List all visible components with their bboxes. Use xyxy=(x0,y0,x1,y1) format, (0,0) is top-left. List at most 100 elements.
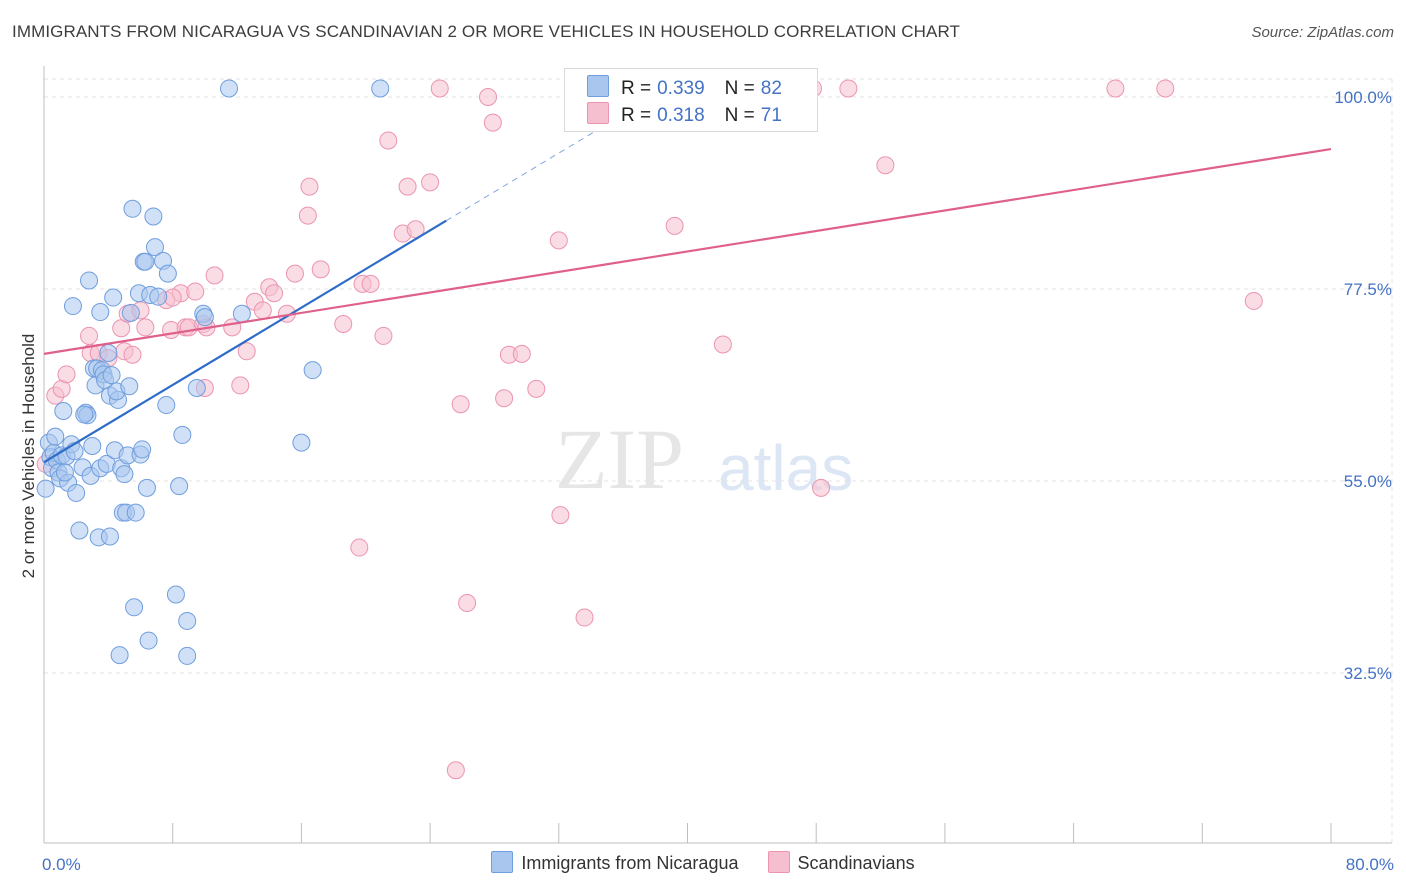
scandinavians-point xyxy=(361,274,380,293)
nicaragua-point xyxy=(83,437,102,456)
trend-lines xyxy=(43,123,1332,464)
nicaragua-point xyxy=(195,308,214,327)
nicaragua-point xyxy=(110,646,129,665)
nicaragua-point xyxy=(91,303,110,322)
nicaragua-point xyxy=(303,361,322,380)
nicaragua-point xyxy=(170,477,189,496)
scandinavians-point xyxy=(430,79,449,98)
nicaragua-point xyxy=(157,396,176,415)
scandinavians-point xyxy=(446,761,465,780)
series-legend: Immigrants from Nicaragua Scandinavians xyxy=(0,851,1406,874)
legend-r-value: 0.318 xyxy=(657,105,705,126)
legend-swatch-blue xyxy=(587,75,609,97)
nicaragua-point xyxy=(178,611,197,630)
scandinavians-point xyxy=(713,335,732,354)
scandinavians-point xyxy=(575,608,594,627)
legend-r-label: R = xyxy=(621,78,652,99)
nicaragua-trend-extension xyxy=(445,123,608,222)
scandinavians-point xyxy=(479,88,498,106)
nicaragua-point xyxy=(292,433,311,452)
scandinavians-point xyxy=(57,365,76,384)
legend-swatch-blue xyxy=(491,851,514,873)
nicaragua-point xyxy=(137,478,156,497)
legend-r-value: 0.339 xyxy=(657,78,705,99)
scandinavians-point xyxy=(298,206,317,225)
scandinavians-point xyxy=(512,344,531,363)
scandinavians-point xyxy=(665,216,684,235)
scandinavians-point xyxy=(421,173,440,192)
chart-title: IMMIGRANTS FROM NICARAGUA VS SCANDINAVIA… xyxy=(12,22,961,41)
nicaragua-point xyxy=(232,304,251,323)
legend-n-label: N = xyxy=(724,78,755,99)
nicaragua-point xyxy=(75,405,94,424)
legend-r-label: R = xyxy=(621,105,652,126)
watermark: ZIP atlas xyxy=(555,411,853,507)
scandinavians-trend-line xyxy=(43,147,1332,355)
y-tick-label: 77.5% xyxy=(1344,280,1392,299)
scandinavians-point xyxy=(549,231,568,250)
scandinavians-point xyxy=(186,282,205,301)
nicaragua-points xyxy=(36,79,390,665)
nicaragua-point xyxy=(173,425,192,444)
y-axis-label: 2 or more Vehicles in Household xyxy=(19,334,38,579)
y-tick-label: 55.0% xyxy=(1344,472,1392,491)
nicaragua-point xyxy=(104,288,123,307)
legend-item-scandinavians[interactable]: Scandinavians xyxy=(767,851,915,874)
legend-item-nicaragua[interactable]: Immigrants from Nicaragua xyxy=(491,851,738,874)
scandinavians-point xyxy=(285,264,304,283)
scandinavians-point xyxy=(265,284,284,303)
x-tick-label: 0.0% xyxy=(42,855,81,874)
source-label: Source: ZipAtlas.com xyxy=(1251,24,1394,41)
nicaragua-point xyxy=(70,521,89,540)
scandinavians-point xyxy=(398,177,417,196)
watermark-zip: ZIP xyxy=(555,411,684,507)
legend-label-nicaragua: Immigrants from Nicaragua xyxy=(521,853,739,873)
y-tick-label: 32.5% xyxy=(1344,664,1392,683)
nicaragua-point xyxy=(371,79,390,98)
scandinavians-point xyxy=(1244,291,1263,310)
nicaragua-point xyxy=(125,598,144,617)
scandinavians-point xyxy=(451,395,470,414)
scandinavians-point xyxy=(876,156,895,175)
nicaragua-point xyxy=(126,503,145,522)
nicaragua-point xyxy=(99,344,118,362)
scandinavians-point xyxy=(406,220,425,239)
nicaragua-point xyxy=(133,440,152,459)
nicaragua-point xyxy=(120,377,139,396)
legend-swatch-pink xyxy=(587,102,609,124)
nicaragua-point xyxy=(46,427,65,446)
scandinavians-point xyxy=(350,538,369,557)
watermark-atlas: atlas xyxy=(718,432,853,504)
nicaragua-point xyxy=(121,303,140,322)
nicaragua-point xyxy=(102,366,121,385)
scandinavians-point xyxy=(205,266,224,285)
scandinavians-point xyxy=(136,318,155,337)
nicaragua-point xyxy=(100,527,119,546)
legend-n-value: 71 xyxy=(760,105,782,126)
nicaragua-point xyxy=(115,465,134,484)
nicaragua-point xyxy=(158,264,177,283)
legend-row-nicaragua: R = 0.339 N = 82 xyxy=(587,75,782,101)
nicaragua-point xyxy=(139,631,158,650)
scandinavians-point xyxy=(123,345,142,364)
nicaragua-point xyxy=(146,238,165,257)
nicaragua-point xyxy=(123,199,142,218)
nicaragua-point xyxy=(65,442,84,461)
scandinavians-point xyxy=(311,260,330,279)
legend-swatch-pink xyxy=(767,851,790,873)
nicaragua-point xyxy=(80,271,99,290)
legend-n-value: 82 xyxy=(760,78,782,99)
stats-legend: R = 0.339 N = 82 R = 0.318 N = 71 xyxy=(564,68,818,132)
scandinavians-point xyxy=(1156,79,1175,98)
scandinavians-point xyxy=(300,177,319,196)
nicaragua-point xyxy=(166,585,185,604)
legend-n-label: N = xyxy=(724,105,755,126)
scandinavians-point xyxy=(334,314,353,333)
scandinavians-point xyxy=(839,79,858,98)
scandinavians-point xyxy=(374,326,393,345)
nicaragua-point xyxy=(144,207,163,226)
scandinavians-point xyxy=(253,301,272,320)
y-tick-label: 100.0% xyxy=(1334,88,1392,107)
nicaragua-point xyxy=(63,297,82,316)
nicaragua-point xyxy=(187,378,206,397)
